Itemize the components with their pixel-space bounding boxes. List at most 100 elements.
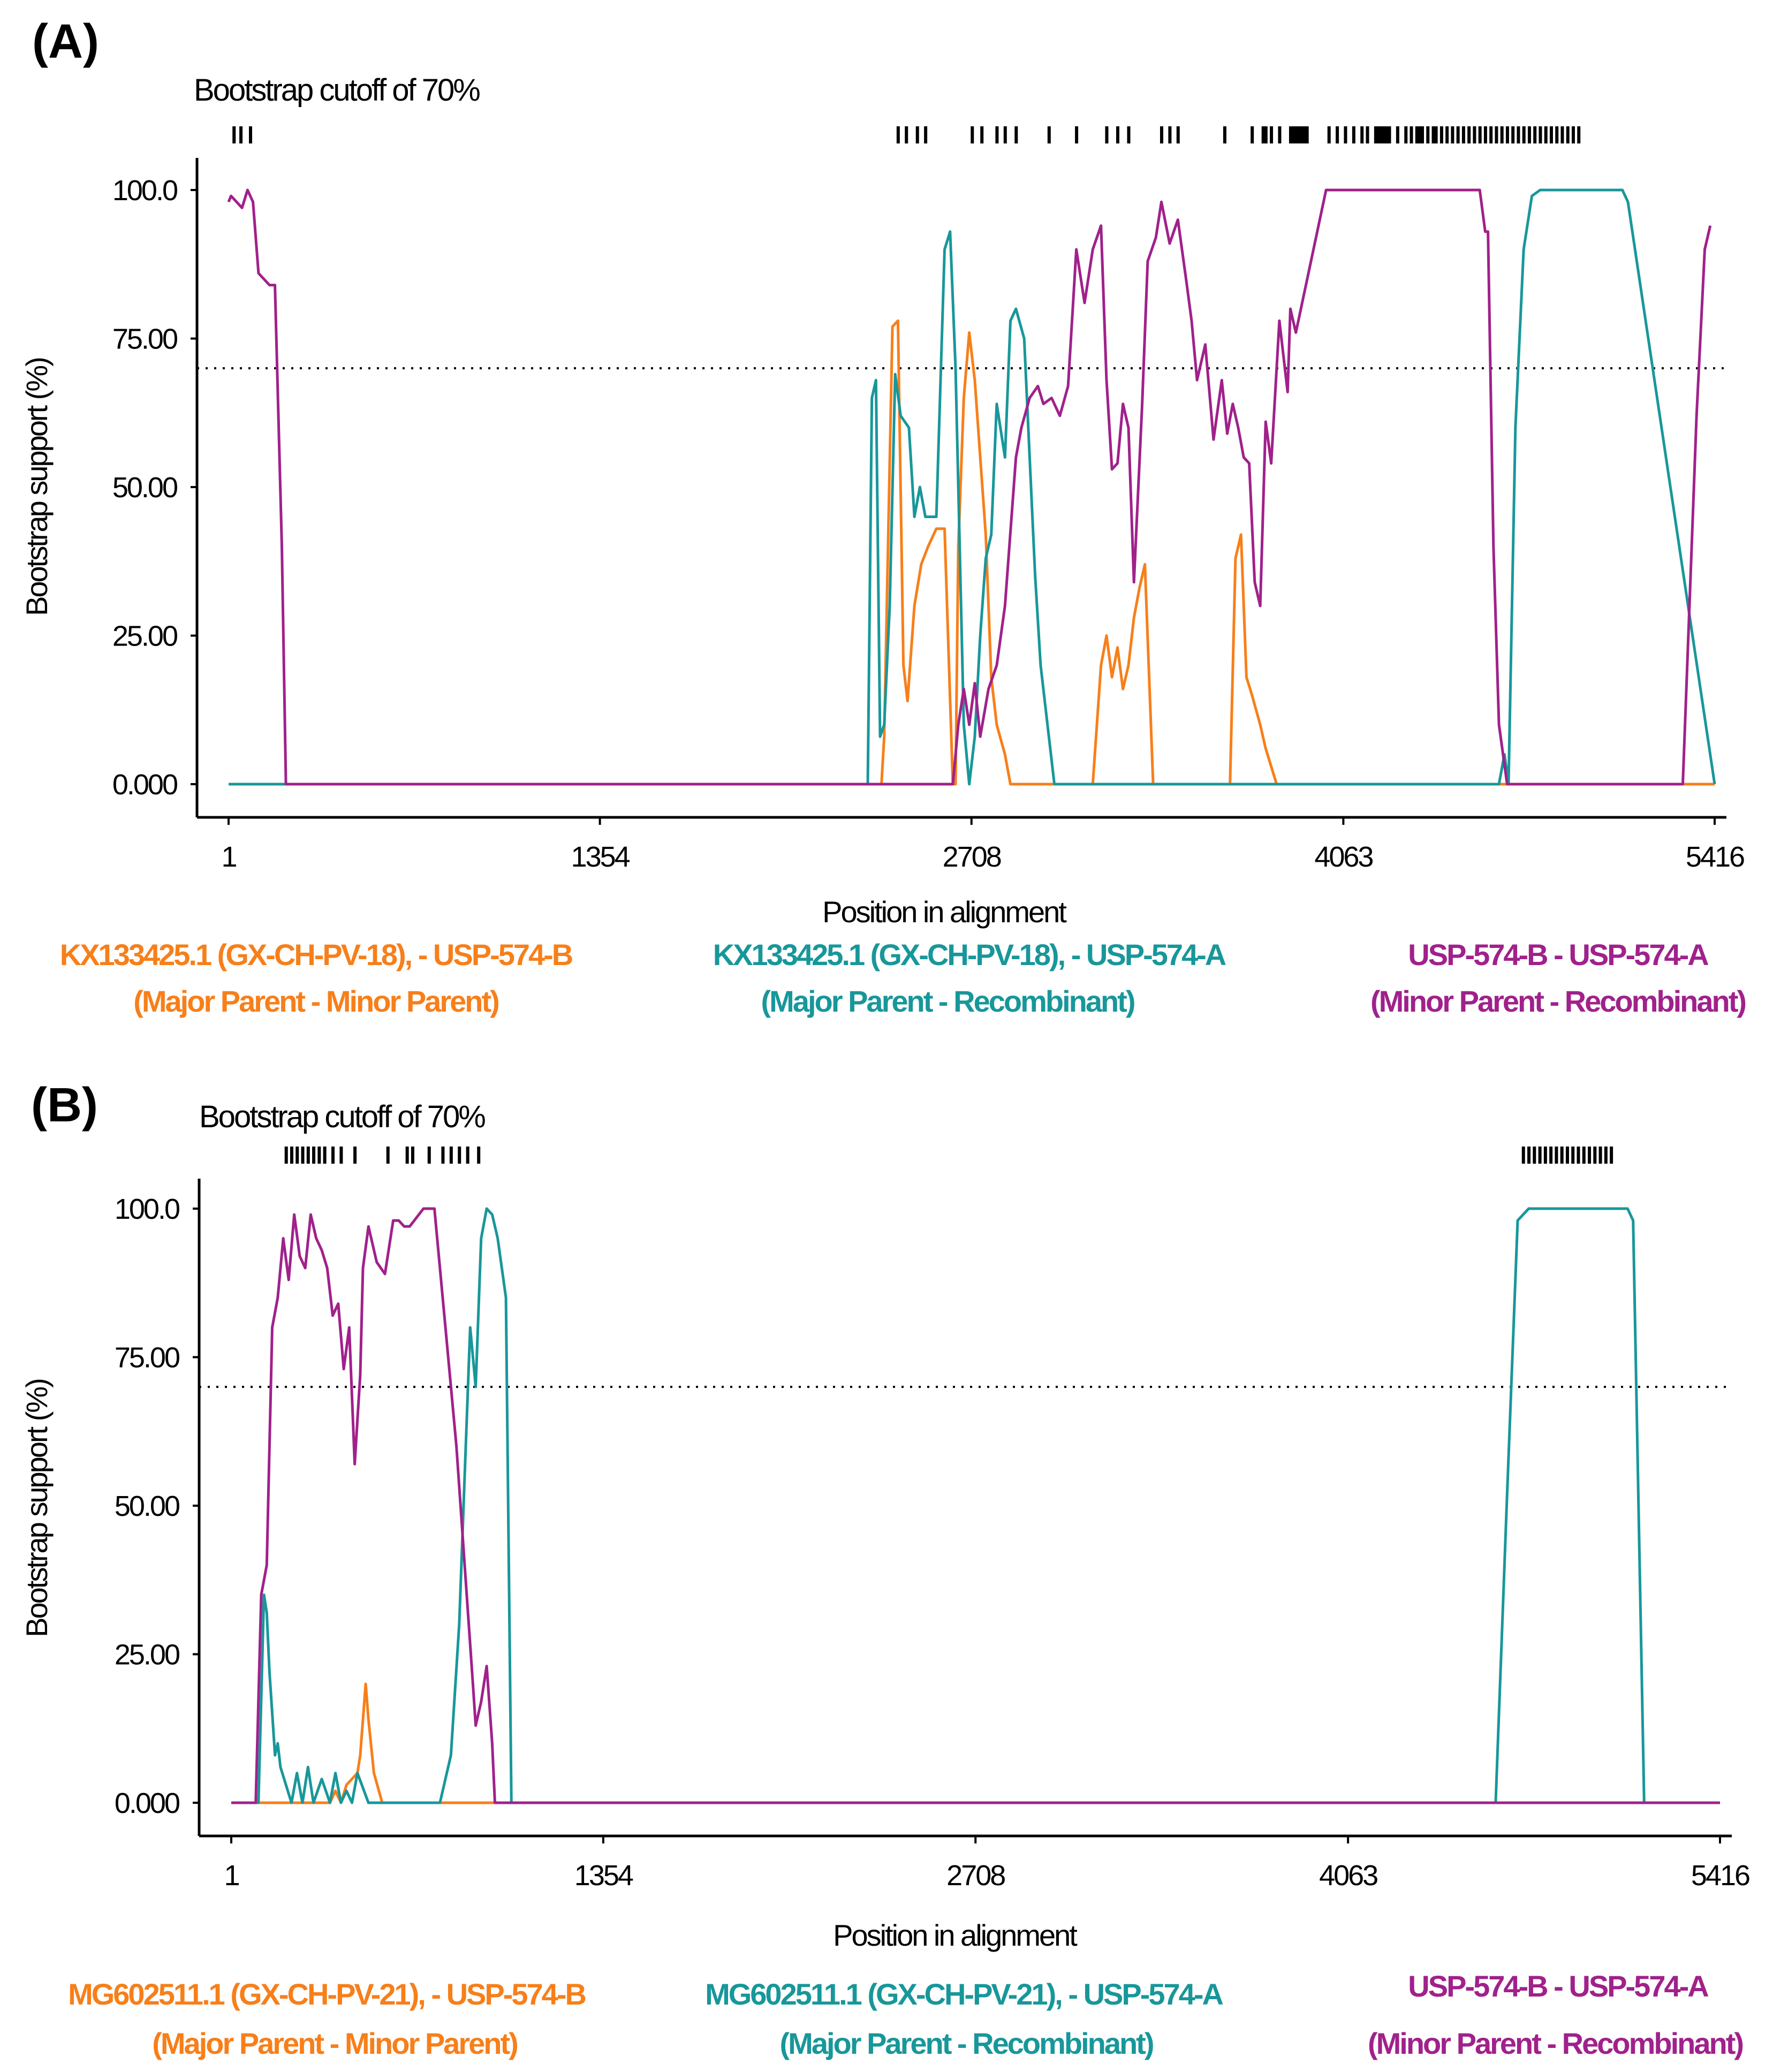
- panel-a-significance-tick: [1533, 126, 1537, 143]
- panel-a-significance-tick: [1223, 126, 1226, 143]
- panel-a-significance-tick: [1327, 126, 1331, 143]
- panel-b-legend-major-minor-name: MG602511.1 (GX-CH-PV-21), - USP-574-B: [68, 1977, 585, 2011]
- panel-b-y-tick-label: 0.000: [115, 1787, 179, 1819]
- panel-a-significance-tick: [1410, 126, 1413, 143]
- panel-a-significance-tick: [1278, 126, 1282, 143]
- panel-a-series: [227, 188, 1716, 786]
- panel-b-x-ticks: 1 1354 2708 4063 5416: [224, 1836, 1751, 1892]
- panel-b-significance-tick: [1560, 1147, 1564, 1164]
- panel-b-legend: MG602511.1 (GX-CH-PV-21), - USP-574-B (M…: [68, 1969, 1744, 2060]
- panel-a-letter: (A): [32, 15, 99, 69]
- panel-a-x-tick-label: 4063: [1314, 841, 1373, 873]
- panel-b-significance-tick: [312, 1147, 316, 1164]
- panel-a-x-axis-title: Position in alignment: [822, 895, 1067, 929]
- panel-a-significance-tick: [1270, 126, 1274, 143]
- panel-b-significance-tick: [1598, 1147, 1602, 1164]
- panel-b-significance-tick: [301, 1147, 305, 1164]
- panel-a-significance-tick: [248, 126, 252, 143]
- panel-a: (A) Bootstrap cutoff of 70% 0.000 25.00 50…: [20, 15, 1747, 1018]
- panel-b-significance-tick: [441, 1147, 445, 1164]
- panel-b-significance-tick: [290, 1147, 293, 1164]
- panel-a-significance-tick: [896, 126, 900, 143]
- panel-b-significance-tick: [1555, 1147, 1558, 1164]
- panel-a-significance-tick: [1549, 126, 1553, 143]
- panel-a-significance-tick: [1352, 126, 1355, 143]
- panel-b-significance-tick: [1538, 1147, 1542, 1164]
- panel-a-significance-tick: [1388, 126, 1391, 143]
- panel-a-x-ticks: 1 1354 2708 4063 5416: [221, 817, 1746, 873]
- panel-a-significance-tick: [1360, 126, 1364, 143]
- panel-a-significance-tick: [1418, 126, 1421, 143]
- panel-a-significance-tick: [1336, 126, 1339, 143]
- panel-a-y-tick-label: 75.00: [112, 323, 177, 355]
- panel-a-significance-tick: [1495, 126, 1498, 143]
- panel-b-significance-tick: [458, 1147, 461, 1164]
- panel-a-significance-tick: [1366, 126, 1369, 143]
- panel-a-significance-tick: [1127, 126, 1131, 143]
- panel-a-legend-minor-recombinant-role: (Minor Parent - Recombinant): [1370, 984, 1745, 1018]
- panel-a-significance-ticks: [232, 126, 1581, 143]
- panel-a-significance-tick: [1003, 126, 1007, 143]
- panel-a-significance-tick: [1426, 126, 1430, 143]
- panel-a-significance-tick: [995, 126, 999, 143]
- panel-a-y-tick-label: 25.00: [112, 620, 177, 652]
- panel-a-significance-tick: [1421, 126, 1425, 143]
- panel-a-significance-tick: [1527, 126, 1531, 143]
- panel-b-legend-major-recombinant-role: (Major Parent - Recombinant): [780, 2027, 1153, 2060]
- panel-b-significance-tick: [339, 1147, 343, 1164]
- panel-a-x-tick-label: 1: [221, 841, 236, 873]
- panel-b-x-axis-title: Position in alignment: [833, 1918, 1078, 1952]
- panel-a-significance-tick: [1577, 126, 1581, 143]
- panel-a-significance-tick: [1544, 126, 1548, 143]
- panel-a-legend-major-recombinant-name: KX133425.1 (GX-CH-PV-18), - USP-574-A: [713, 938, 1226, 972]
- panel-b-significance-tick: [331, 1147, 335, 1164]
- panel-b-significance-tick: [1604, 1147, 1608, 1164]
- panel-b-x-tick-label: 1: [224, 1860, 239, 1892]
- panel-a-significance-tick: [971, 126, 974, 143]
- panel-a-significance-tick: [1305, 126, 1309, 143]
- panel-a-legend-minor-recombinant-name: USP-574-B - USP-574-A: [1408, 938, 1708, 972]
- panel-a-x-tick-label: 1354: [571, 841, 630, 873]
- panel-b-significance-tick: [427, 1147, 431, 1164]
- panel-a-significance-tick: [1116, 126, 1119, 143]
- panel-a-significance-tick: [1300, 126, 1304, 143]
- panel-b-significance-tick: [1610, 1147, 1613, 1164]
- panel-a-significance-tick: [1473, 126, 1476, 143]
- panel-a-significance-tick: [1404, 126, 1408, 143]
- panel-a-significance-tick: [1566, 126, 1570, 143]
- panel-a-significance-tick: [1376, 126, 1380, 143]
- panel-a-legend-major-minor-role: (Major Parent - Minor Parent): [133, 984, 498, 1018]
- panel-b-series-major-recombinant: [231, 1207, 1720, 1804]
- panel-b-legend-minor-recombinant-name: USP-574-B - USP-574-A: [1408, 1969, 1708, 2003]
- panel-a-y-ticks: 0.000 25.00 50.00 75.00 100.0: [112, 174, 197, 801]
- panel-a-legend: KX133425.1 (GX-CH-PV-18), - USP-574-B (M…: [60, 938, 1747, 1018]
- panel-a-significance-tick: [1434, 126, 1438, 143]
- panel-a-significance-tick: [1105, 126, 1109, 143]
- panel-a-significance-tick: [1522, 126, 1526, 143]
- panel-b-significance-tick: [1527, 1147, 1531, 1164]
- panel-a-significance-tick: [1289, 126, 1292, 143]
- panel-b-x-tick-label: 4063: [1319, 1860, 1377, 1892]
- panel-b-significance-tick: [1521, 1147, 1525, 1164]
- panel-a-significance-tick: [1489, 126, 1493, 143]
- panel-a-significance-tick: [1431, 126, 1435, 143]
- panel-b-series-minor-recombinant: [231, 1207, 1720, 1804]
- panel-a-significance-tick: [924, 126, 928, 143]
- panel-b-legend-minor-recombinant-role: (Minor Parent - Recombinant): [1368, 2027, 1742, 2060]
- panel-b-significance-tick: [353, 1147, 357, 1164]
- panel-b-significance-tick: [306, 1147, 310, 1164]
- panel-a-significance-tick: [1380, 126, 1383, 143]
- panel-a-significance-tick: [1539, 126, 1542, 143]
- panel-a-significance-tick: [1517, 126, 1520, 143]
- panel-b-significance-tick: [284, 1147, 288, 1164]
- panel-a-cutoff-title: Bootstrap cutoff of 70%: [194, 73, 480, 108]
- panel-b-letter: (B): [31, 1079, 98, 1132]
- panel-a-significance-tick: [1160, 126, 1163, 143]
- panel-b-x-tick-label: 2708: [946, 1860, 1005, 1892]
- panel-a-x-tick-label: 2708: [943, 841, 1001, 873]
- panel-a-significance-tick: [1075, 126, 1079, 143]
- panel-b-significance-tick: [1565, 1147, 1569, 1164]
- panel-b-significance-ticks: [284, 1147, 1613, 1164]
- panel-a-significance-tick: [1385, 126, 1389, 143]
- panel-a-y-tick-label: 100.0: [112, 174, 177, 207]
